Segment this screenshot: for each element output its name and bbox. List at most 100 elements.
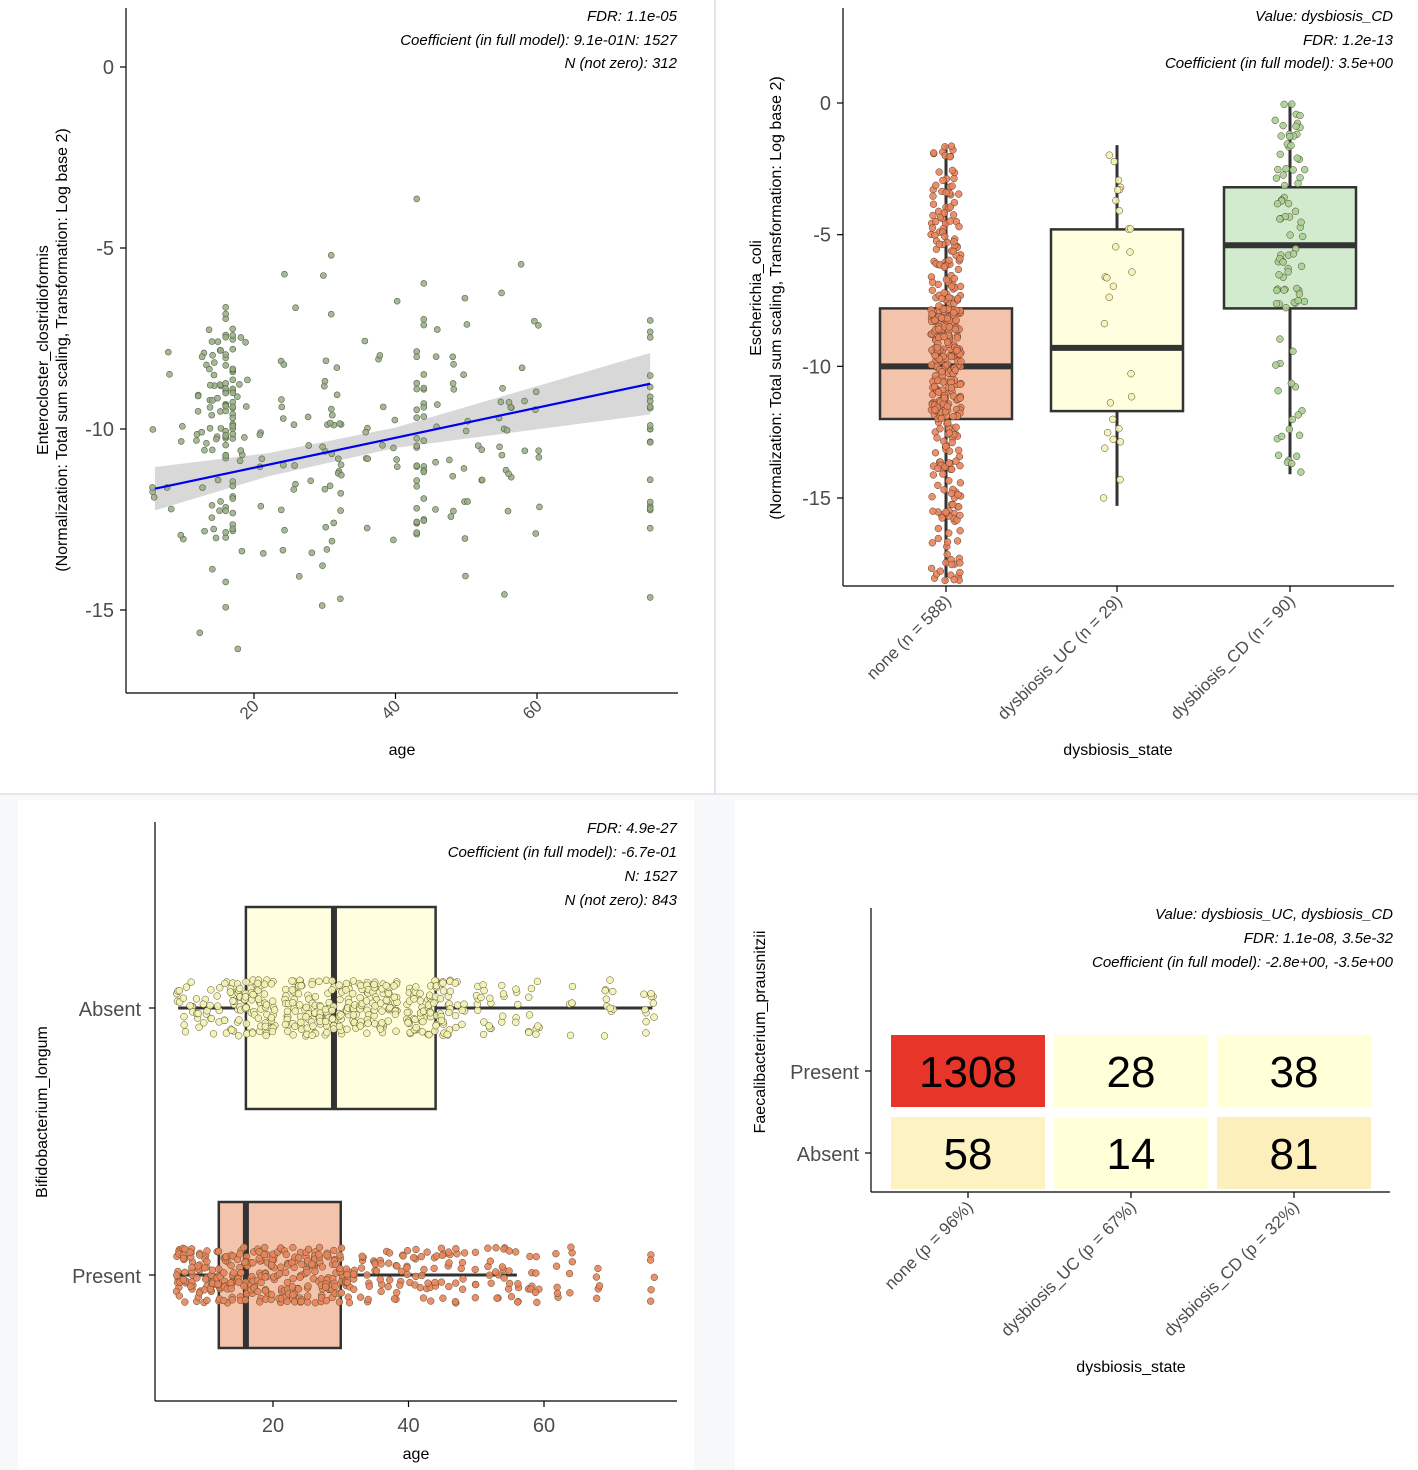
jitter-point bbox=[1293, 154, 1301, 162]
scatter-point bbox=[222, 529, 229, 536]
scatter-point bbox=[222, 310, 229, 318]
jitter-point bbox=[416, 989, 424, 998]
jitter-point bbox=[201, 1275, 210, 1283]
jitter-point bbox=[929, 211, 937, 220]
jitter-point bbox=[505, 1279, 514, 1288]
jitter-point bbox=[602, 995, 611, 1003]
scatter-point bbox=[222, 431, 229, 439]
jitter-point bbox=[261, 1243, 269, 1252]
jitter-point bbox=[946, 217, 954, 225]
jitter-point bbox=[947, 142, 956, 150]
jitter-point bbox=[932, 217, 940, 226]
jitter-point bbox=[930, 149, 938, 157]
jitter-point bbox=[955, 190, 963, 198]
scatter-point bbox=[206, 365, 213, 373]
jitter-point bbox=[480, 986, 488, 995]
jitter-point bbox=[194, 1009, 202, 1018]
scatter-point bbox=[478, 476, 486, 484]
scatter-point bbox=[208, 446, 216, 454]
scatter-point bbox=[503, 427, 511, 434]
scatter-point bbox=[201, 527, 208, 535]
jitter-point bbox=[349, 977, 358, 985]
jitter-point bbox=[289, 999, 297, 1007]
jitter-point bbox=[377, 1260, 385, 1268]
jitter-point bbox=[350, 1285, 358, 1293]
jitter-point bbox=[934, 481, 942, 490]
scatter-point bbox=[420, 384, 428, 392]
jitter-point bbox=[203, 1296, 211, 1305]
scatter-point bbox=[217, 347, 224, 354]
jitter-point bbox=[950, 576, 958, 584]
scatter-point bbox=[193, 437, 200, 444]
jitter-point bbox=[261, 1273, 269, 1281]
scatter-point bbox=[323, 546, 331, 553]
jitter-point bbox=[458, 1006, 466, 1014]
jitter-point bbox=[294, 1285, 303, 1293]
jitter-point bbox=[309, 1022, 317, 1030]
jitter-point bbox=[952, 423, 960, 431]
jitter-point bbox=[947, 352, 956, 361]
scatter-point bbox=[229, 482, 237, 490]
y-tick-label: -10 bbox=[802, 356, 831, 378]
jitter-point bbox=[345, 1299, 354, 1307]
scatter-point bbox=[149, 426, 157, 433]
scatter-point bbox=[277, 506, 285, 514]
scatter-point bbox=[194, 392, 202, 400]
jitter-point bbox=[214, 1280, 222, 1288]
jitter-point bbox=[943, 550, 951, 558]
jitter-point bbox=[186, 1002, 194, 1010]
jitter-point bbox=[934, 207, 943, 216]
jitter-point bbox=[927, 361, 936, 369]
scatter-point bbox=[237, 447, 245, 454]
jitter-point bbox=[364, 1295, 372, 1304]
scatter-point bbox=[646, 422, 654, 429]
jitter-point bbox=[357, 1264, 366, 1272]
jitter-point bbox=[235, 1032, 243, 1040]
jitter-point bbox=[942, 188, 950, 197]
y-axis-title-line2: (Normalization: Total sum scaling, Trans… bbox=[768, 76, 785, 519]
jitter-point bbox=[180, 1012, 188, 1021]
jitter-point bbox=[593, 1294, 601, 1303]
jitter-point bbox=[928, 310, 936, 318]
jitter-point bbox=[945, 293, 953, 302]
scatter-point bbox=[337, 507, 344, 514]
scatter-point bbox=[646, 438, 654, 446]
jitter-point bbox=[940, 289, 948, 297]
jitter-point bbox=[229, 997, 237, 1005]
panel-divider-horizontal bbox=[0, 793, 1418, 795]
x-axis-title: dysbiosis_state bbox=[1076, 1359, 1185, 1376]
jitter-point bbox=[430, 999, 438, 1007]
x-tick-label: none (n = 588) bbox=[863, 591, 955, 683]
jitter-point bbox=[471, 1294, 479, 1302]
jitter-point bbox=[206, 1001, 214, 1010]
jitter-point bbox=[526, 1252, 534, 1261]
scatter-point bbox=[420, 371, 428, 378]
jitter-point bbox=[203, 1257, 211, 1266]
jitter-point bbox=[493, 1294, 501, 1302]
jitter-point bbox=[1278, 432, 1286, 441]
jitter-point bbox=[437, 1016, 446, 1025]
jitter-point bbox=[457, 1264, 465, 1273]
scatter-point bbox=[222, 603, 229, 611]
jitter-point bbox=[472, 1280, 480, 1289]
jitter-point bbox=[1294, 411, 1302, 419]
jitter-point bbox=[445, 1248, 453, 1256]
jitter-point bbox=[315, 977, 323, 986]
jitter-point bbox=[315, 1251, 323, 1259]
jitter-point bbox=[410, 995, 418, 1003]
jitter-point bbox=[390, 1295, 399, 1303]
scatter-plot-svg: 0 -5 -10 -15 20 40 60 FDR: 1.1e-05 Coefficien… bbox=[35, 8, 678, 759]
jitter-point bbox=[940, 333, 948, 341]
jitter-point bbox=[956, 380, 964, 388]
scatter-point bbox=[446, 456, 453, 464]
jitter-point bbox=[646, 1256, 655, 1264]
jitter-point bbox=[1112, 243, 1120, 251]
scatter-point bbox=[420, 413, 428, 420]
y-tick-label: Present bbox=[790, 1062, 859, 1084]
jitter-point bbox=[430, 1264, 438, 1273]
annotation-coefficient: Coefficient (in full model): -2.8e+00, -… bbox=[1092, 954, 1394, 971]
jitter-point bbox=[1116, 438, 1124, 446]
jitter-point bbox=[260, 1250, 269, 1259]
scatter-point bbox=[206, 404, 214, 411]
jitter-point bbox=[349, 1270, 358, 1278]
